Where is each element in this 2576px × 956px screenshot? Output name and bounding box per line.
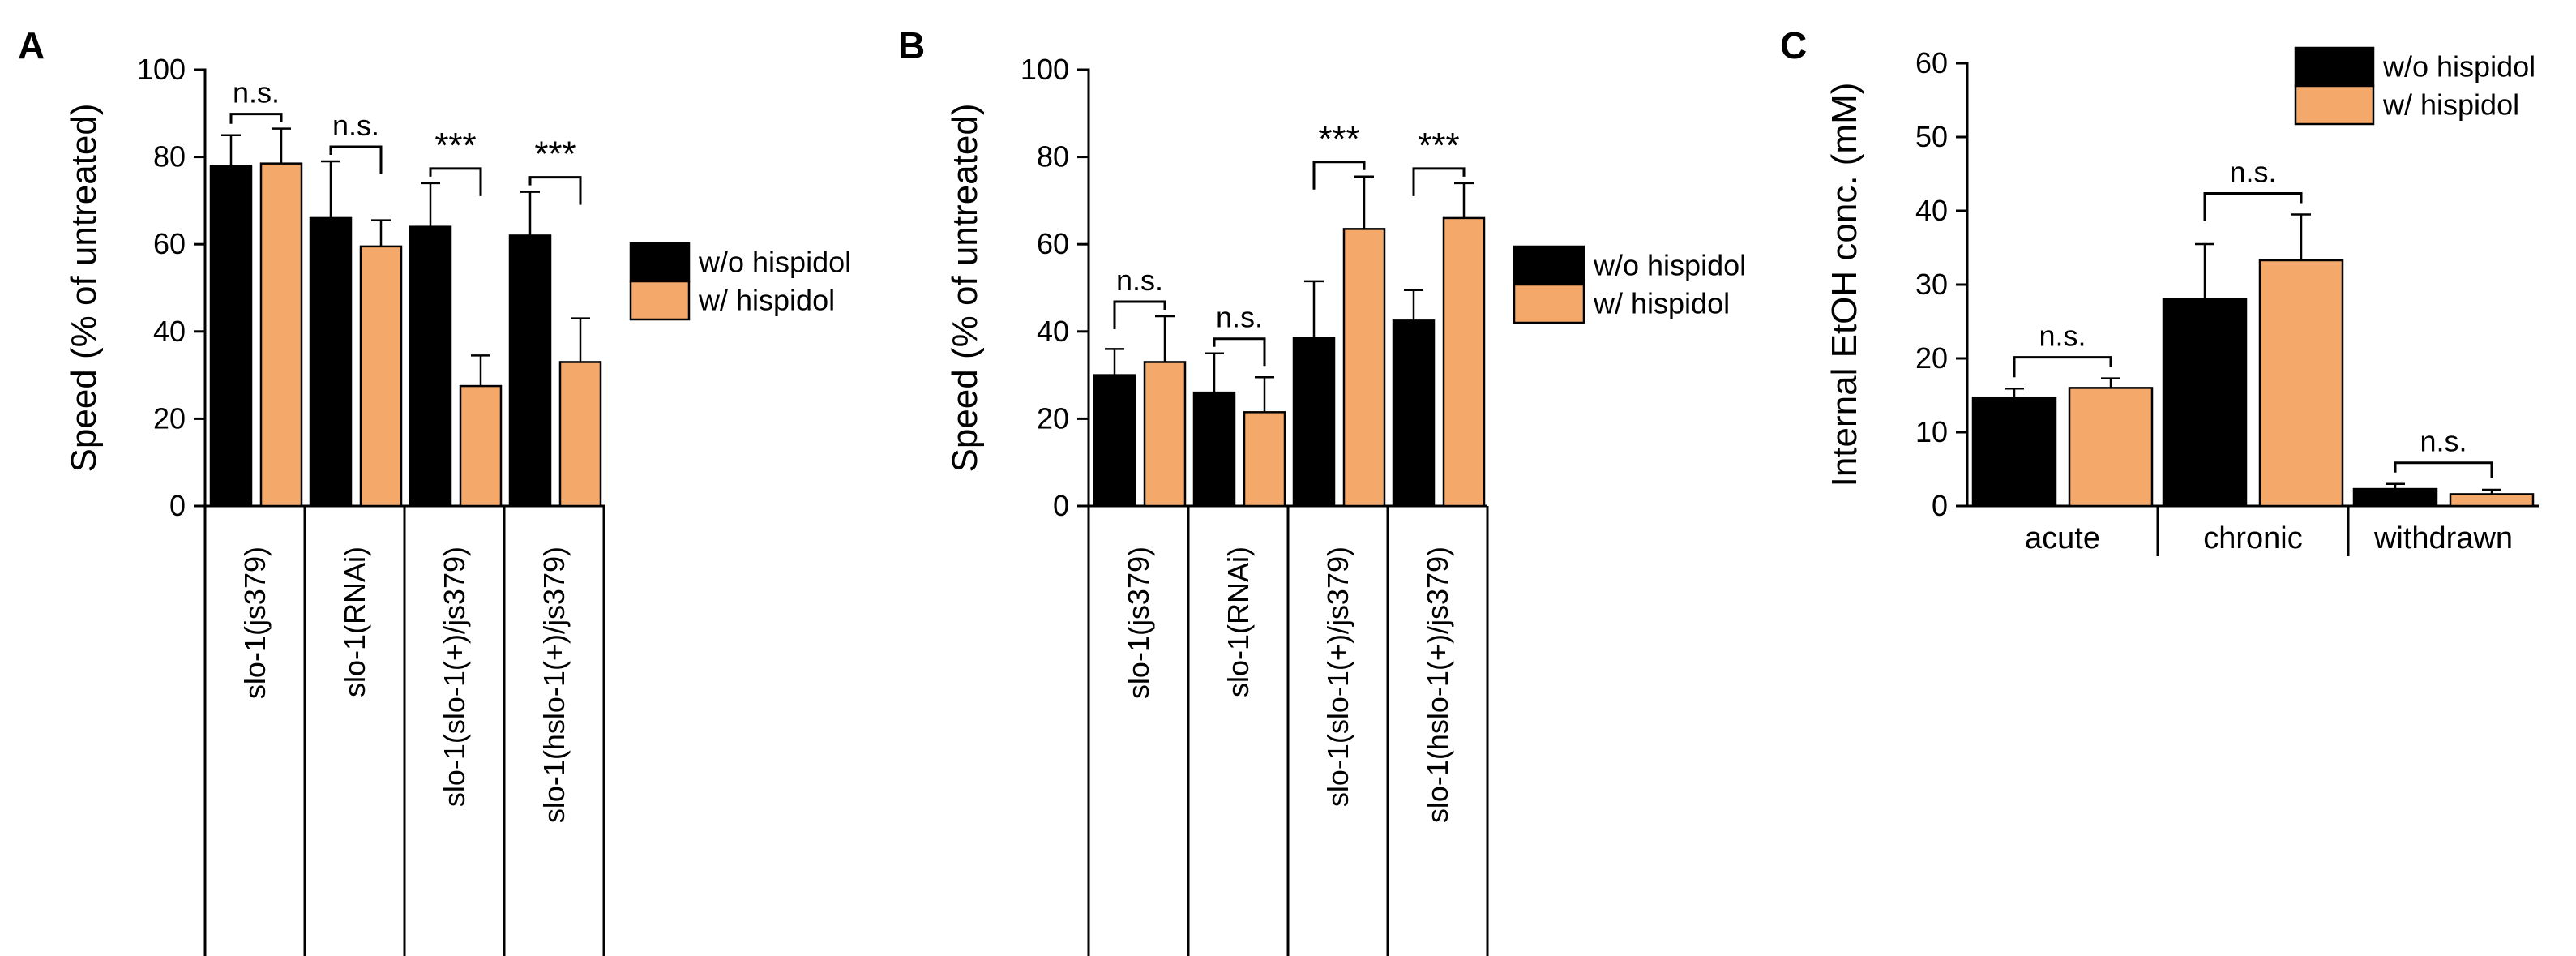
significance-label: n.s. [2229, 156, 2276, 189]
bar-with-hispidol [2068, 387, 2154, 508]
category-label: slo-1(slo-1(+)/js379) [1321, 547, 1354, 807]
y-tick-label: 0 [169, 489, 186, 522]
category-label: slo-1(slo-1(+)/js379) [438, 547, 471, 807]
bar-without-hispidol [1392, 319, 1436, 508]
y-tick-label: 20 [1915, 341, 1948, 375]
bar-with-hispidol [2449, 493, 2535, 508]
bar-with-hispidol [259, 162, 303, 508]
y-axis-title: Internal EtOH conc. (mM) [1825, 83, 1864, 487]
bar-without-hispidol [2162, 298, 2248, 508]
panel-label: B [898, 24, 925, 66]
y-tick-label: 100 [1021, 53, 1069, 86]
panel-a: A 0 20 40 60 80 100 Speed (% of untreated) n.s.… [18, 24, 851, 956]
bar-with-hispidol [459, 384, 503, 508]
category-label: slo-1(js379) [238, 547, 272, 699]
significance-bracket [2394, 461, 2493, 478]
significance-label: n.s. [2039, 319, 2086, 353]
category-label: slo-1(hslo-1(+)/js379) [1421, 547, 1454, 823]
significance-label: *** [1318, 119, 1359, 159]
category-label: slo-1(RNAi) [338, 547, 371, 697]
legend-swatch-with [629, 280, 691, 321]
bar-with-hispidol [359, 245, 403, 508]
bar-with-hispidol [1442, 216, 1486, 508]
bar-with-hispidol [1243, 411, 1286, 508]
y-tick-label: 60 [1037, 227, 1069, 260]
significance-bracket [1312, 161, 1366, 190]
significance-bracket [1412, 167, 1466, 196]
significance-bracket [1213, 337, 1266, 367]
significance-label: *** [534, 135, 576, 174]
bar-without-hispidol [1971, 396, 2057, 508]
significance-label: n.s. [1216, 301, 1263, 334]
legend-swatch-with [2294, 84, 2375, 126]
significance-bracket [528, 176, 582, 205]
y-tick-label: 20 [1037, 401, 1069, 435]
y-tick-label: 80 [153, 140, 186, 174]
bar-with-hispidol [1143, 361, 1187, 508]
y-tick-label: 100 [137, 53, 186, 86]
y-axis-title: Speed (% of untreated) [64, 104, 104, 473]
y-tick-label: 20 [153, 401, 186, 435]
significance-bracket [2203, 192, 2303, 221]
y-tick-label: 30 [1915, 268, 1948, 301]
y-tick-label: 40 [1915, 194, 1948, 227]
legend-label: w/o hispidol [698, 246, 851, 279]
significance-label: *** [1418, 126, 1459, 165]
panel-label: A [18, 24, 45, 66]
legend-swatch-without [2294, 46, 2375, 88]
significance-bracket [329, 145, 383, 174]
panel-label: C [1780, 24, 1807, 66]
y-axis-title: Speed (% of untreated) [945, 104, 985, 473]
bar-without-hispidol [1292, 337, 1336, 508]
bar-without-hispidol [309, 216, 353, 508]
bar-without-hispidol [2352, 487, 2438, 508]
bar-without-hispidol [409, 225, 452, 508]
panel-b: B 0 20 40 60 80 100 Speed (% of untreated) n.s.… [898, 24, 1746, 956]
significance-bracket [229, 113, 283, 124]
y-tick-label: 10 [1915, 415, 1948, 448]
significance-bracket [429, 167, 482, 196]
category-label: slo-1(RNAi) [1222, 547, 1255, 697]
legend-swatch-without [629, 242, 691, 283]
legend-label: w/ hispidol [698, 284, 835, 317]
bar-without-hispidol [209, 165, 253, 508]
bar-without-hispidol [1192, 391, 1236, 508]
bar-with-hispidol [1342, 228, 1386, 508]
significance-label: n.s. [233, 76, 280, 109]
y-tick-label: 40 [1037, 315, 1069, 348]
legend-swatch-without [1513, 245, 1585, 286]
y-tick-label: 80 [1037, 140, 1069, 174]
y-tick-label: 60 [1915, 46, 1948, 79]
y-tick-label: 0 [1932, 489, 1948, 522]
bar-without-hispidol [508, 234, 552, 508]
legend-swatch-with [1513, 283, 1585, 324]
legend-label: w/o hispidol [2382, 50, 2535, 84]
category-label: chronic [2203, 521, 2303, 555]
y-tick-label: 40 [153, 315, 186, 348]
legend-label: w/o hispidol [1593, 249, 1746, 282]
significance-label: n.s. [332, 109, 379, 142]
significance-bracket [2013, 356, 2112, 378]
panel-c: C 0 10 20 30 40 50 60 Internal EtOH conc. (mM) n… [1780, 24, 2539, 556]
category-label: slo-1(js379) [1122, 547, 1155, 699]
legend-label: w/ hispidol [2382, 88, 2519, 122]
bar-without-hispidol [1093, 374, 1136, 508]
significance-label: *** [434, 126, 476, 165]
bar-with-hispidol [558, 361, 602, 508]
legend-label: w/ hispidol [1593, 287, 1730, 320]
y-tick-label: 60 [153, 227, 186, 260]
category-label: withdrawn [2373, 521, 2513, 555]
bar-with-hispidol [2258, 259, 2344, 508]
significance-bracket [1113, 300, 1166, 329]
y-tick-label: 50 [1915, 120, 1948, 153]
category-label: acute [2025, 521, 2100, 555]
significance-label: n.s. [1116, 264, 1163, 297]
y-tick-label: 0 [1053, 489, 1069, 522]
category-label: slo-1(hslo-1(+)/js379) [537, 547, 571, 823]
significance-label: n.s. [2420, 425, 2467, 458]
